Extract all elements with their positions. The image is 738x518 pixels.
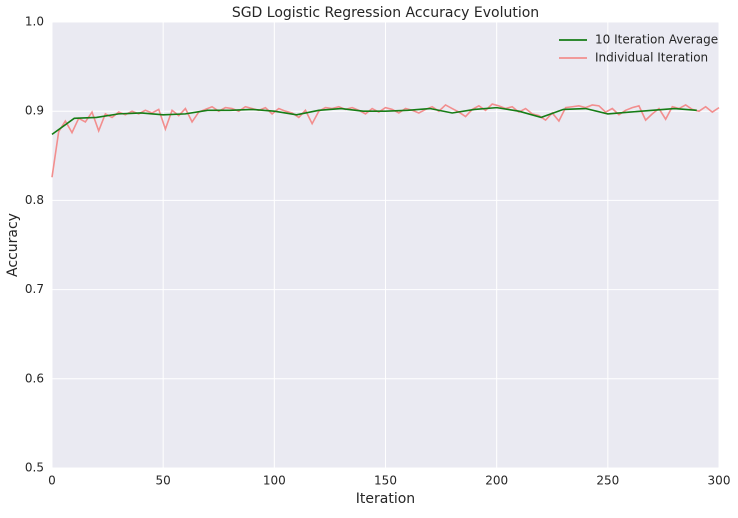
- x-tick-label: 50: [156, 474, 171, 488]
- x-tick-label: 250: [596, 474, 619, 488]
- y-tick-label: 0.6: [25, 371, 44, 385]
- y-tick-label: 0.8: [25, 193, 44, 207]
- x-tick-label: 0: [48, 474, 56, 488]
- series-line: [51, 106, 697, 136]
- x-axis-label: Iteration: [356, 491, 415, 507]
- y-tick-label: 0.5: [25, 461, 44, 475]
- series-line: [51, 103, 720, 178]
- x-tick-label: 150: [374, 474, 397, 488]
- chart-title: SGD Logistic Regression Accuracy Evoluti…: [232, 5, 539, 21]
- y-tick-label: 1.0: [25, 15, 44, 29]
- grid: [51, 21, 720, 469]
- x-tick-label: 100: [263, 474, 286, 488]
- x-tick-label: 200: [485, 474, 508, 488]
- x-tick-label: 300: [708, 474, 731, 488]
- y-axis-label: Accuracy: [5, 213, 21, 277]
- y-tick-label: 0.9: [25, 104, 44, 118]
- legend-label: 10 Iteration Average: [595, 33, 718, 47]
- legend-label: Individual Iteration: [595, 51, 708, 65]
- lines: [51, 103, 720, 178]
- y-tick-label: 0.7: [25, 282, 44, 296]
